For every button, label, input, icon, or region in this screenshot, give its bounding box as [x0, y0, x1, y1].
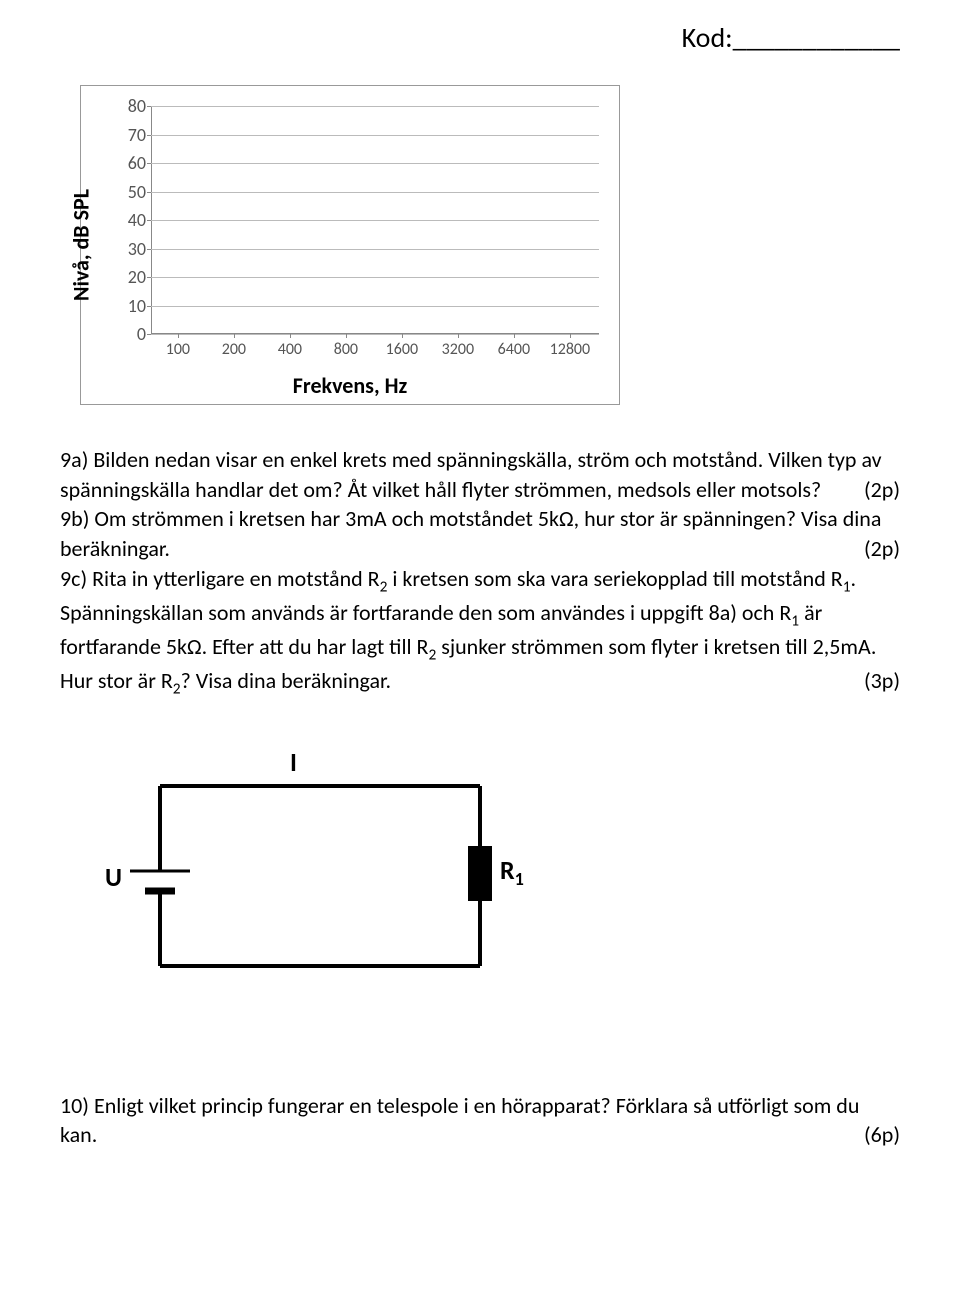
q9c-sub2: 1: [843, 577, 851, 596]
y-tick: 40: [116, 209, 146, 231]
header-kod: Kod:____________: [60, 20, 900, 55]
q9a-text: 9a) Bilden nedan visar en enkel krets me…: [60, 446, 882, 503]
y-tick: 10: [116, 295, 146, 317]
chart-plot-area: 80 70 60 50 40 30 20 10 0 100 200 400 80…: [151, 106, 599, 334]
x-tick: 1600: [386, 340, 418, 359]
chart-y-axis-label: Nivå, dB SPL: [68, 189, 95, 301]
question-9a: 9a) Bilden nedan visar en enkel krets me…: [60, 445, 900, 504]
x-tick: 6400: [498, 340, 530, 359]
circuit-diagram: I U R1: [100, 736, 550, 996]
q9c-part1: 9c) Rita in ytterligare en motstånd R: [60, 565, 380, 592]
circuit-label-R1: R1: [500, 854, 524, 890]
y-tick: 50: [116, 181, 146, 203]
y-tick: 70: [116, 124, 146, 146]
q9a-points: (2p): [864, 475, 900, 505]
q9b-text: 9b) Om strömmen i kretsen har 3mA och mo…: [60, 505, 881, 562]
circuit-label-U: U: [105, 861, 122, 893]
q9b-points: (2p): [864, 534, 900, 564]
x-tick: 200: [222, 340, 246, 359]
q9c-sub5: 2: [173, 680, 181, 699]
chart-x-axis-label: Frekvens, Hz: [293, 372, 407, 399]
y-tick: 60: [116, 152, 146, 174]
chart-container: Nivå, dB SPL 80 70 60 50 40 30 20 10 0 1…: [80, 85, 620, 405]
y-tick: 20: [116, 266, 146, 288]
q10-points: (6p): [864, 1120, 900, 1150]
circuit-label-I: I: [290, 746, 297, 778]
q9c-sub3: 1: [791, 611, 799, 630]
y-tick: 0: [116, 323, 146, 345]
y-tick: 30: [116, 238, 146, 260]
x-tick: 400: [278, 340, 302, 359]
question-9c: 9c) Rita in ytterligare en motstånd R 2 i…: [60, 564, 900, 701]
x-tick: 12800: [550, 340, 591, 359]
x-tick: 3200: [442, 340, 474, 359]
q9c-part6: ? Visa dina beräkningar.: [181, 667, 391, 694]
q9c-points: (3p): [864, 666, 900, 696]
x-tick: 100: [166, 340, 190, 359]
q10-text: 10) Enligt vilket princip fungerar en te…: [60, 1092, 859, 1149]
question-10: 10) Enligt vilket princip fungerar en te…: [60, 1091, 900, 1150]
q9c-part2: i kretsen som ska vara seriekopplad till…: [387, 565, 842, 592]
question-9b: 9b) Om strömmen i kretsen har 3mA och mo…: [60, 504, 900, 563]
y-tick: 80: [116, 95, 146, 117]
x-tick: 800: [334, 340, 358, 359]
